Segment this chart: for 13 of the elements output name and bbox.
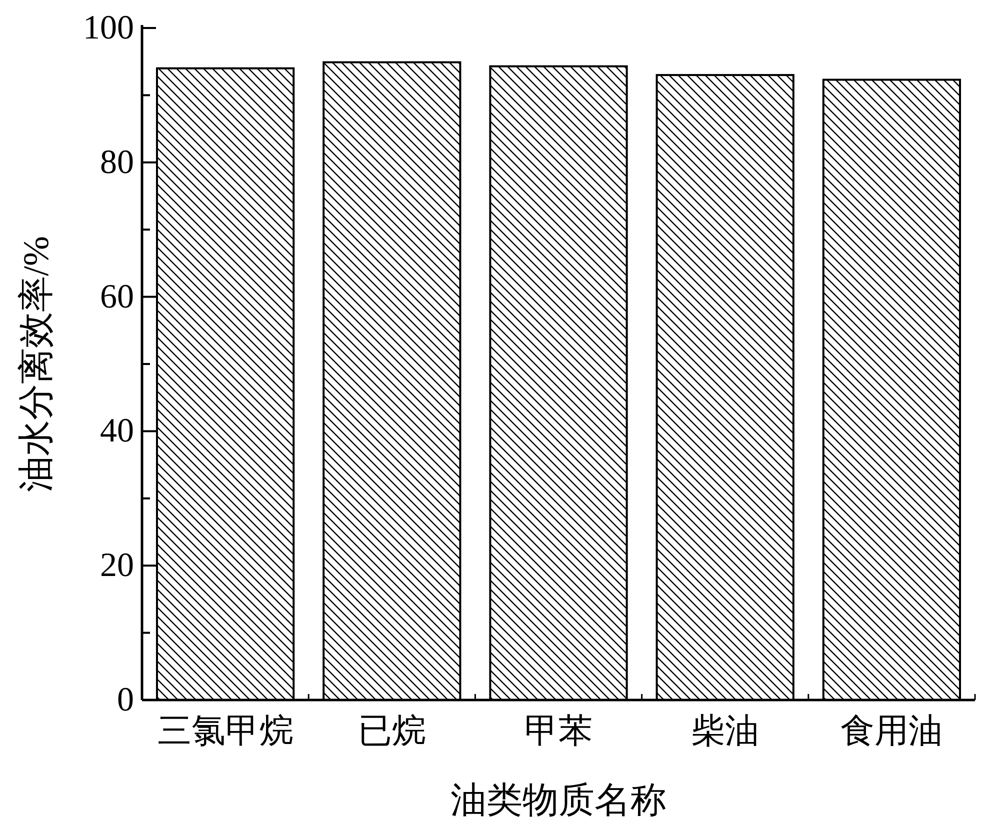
y-axis-title: 油水分离效率/% [16,236,56,492]
x-tick-label: 甲苯 [524,713,592,750]
y-tick-label: 80 [100,144,134,181]
y-tick-label: 20 [100,547,134,584]
y-tick-label: 0 [117,682,134,718]
x-tick-label: 三氯甲烷 [157,713,294,750]
x-tick-label: 食用油 [840,713,943,750]
x-tick-label: 已烷 [358,713,426,750]
x-tick-label: 柴油 [691,713,760,750]
y-tick-label: 100 [83,10,134,46]
y-tick-label: 60 [100,278,134,316]
x-axis-title: 油类物质名称 [450,780,666,820]
y-tick-label: 40 [100,412,134,450]
